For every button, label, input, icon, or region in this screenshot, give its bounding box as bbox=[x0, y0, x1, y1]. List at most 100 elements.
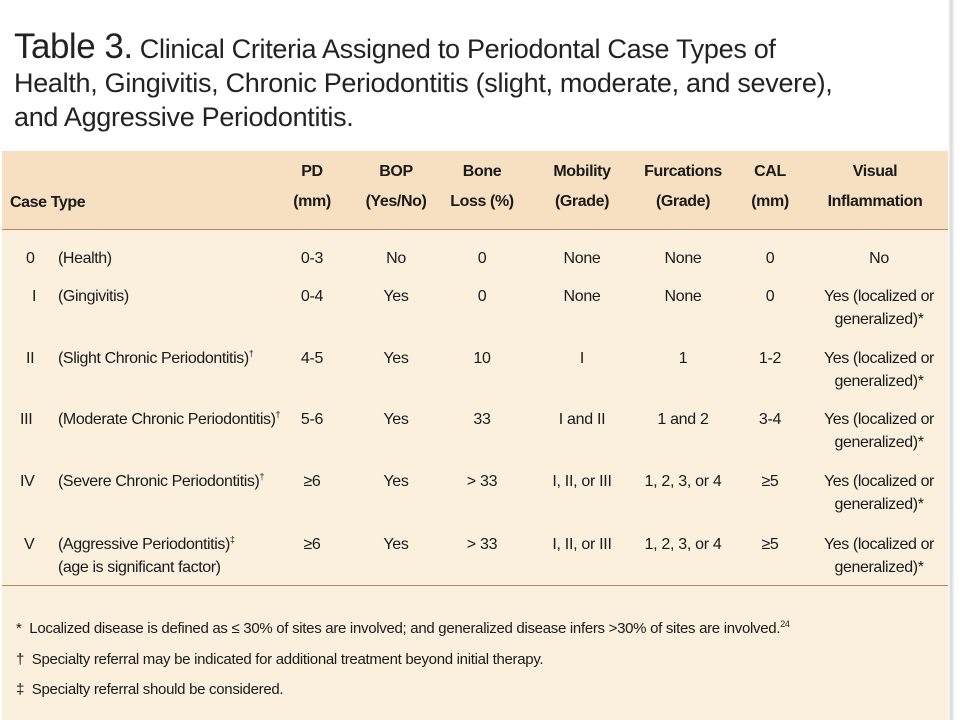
header-bone-label: Bone bbox=[462, 163, 502, 180]
row-visual-line1: No bbox=[869, 250, 889, 267]
footnote-symbol: ‡ bbox=[16, 681, 25, 698]
criteria-table: Case Type PD (mm) BOP (Yes/No) Bone Loss… bbox=[2, 151, 948, 720]
header-furcations: Furcations (Grade) bbox=[634, 157, 732, 217]
header-bop-unit: (Yes/No) bbox=[365, 193, 427, 210]
footnote-2: † Specialty referral may be indicated fo… bbox=[16, 649, 544, 671]
caption-line-1: Table 3. Clinical Criteria Assigned to P… bbox=[14, 27, 914, 66]
row-bone: 10 bbox=[473, 350, 491, 367]
row-bop: Yes bbox=[383, 411, 409, 428]
row-visual-line1: Yes (localized or bbox=[823, 411, 934, 428]
table-header-row: Case Type PD (mm) BOP (Yes/No) Bone Loss… bbox=[2, 151, 948, 229]
header-furcations-label: Furcations bbox=[644, 163, 722, 180]
row-furcations: None bbox=[664, 288, 702, 305]
header-pd-unit: (mm) bbox=[293, 193, 331, 210]
row-case-footnote-mark: † bbox=[275, 409, 281, 420]
row-pd: 0-3 bbox=[300, 250, 324, 267]
row-case-text: (Slight Chronic Periodontitis) bbox=[58, 350, 249, 367]
header-bone-loss: Bone Loss (%) bbox=[442, 157, 522, 217]
row-case-text: (Moderate Chronic Periodontitis) bbox=[58, 411, 276, 428]
footnote-divider bbox=[2, 585, 948, 586]
row-visual-line2: generalized)* bbox=[834, 311, 924, 328]
row-mobility: I bbox=[579, 350, 585, 367]
row-mobility: I, II, or III bbox=[552, 536, 612, 553]
row-case-text: (Aggressive Periodontitis) bbox=[58, 536, 230, 553]
row-num: I bbox=[32, 288, 37, 305]
row-case-subtext: (age is significant factor) bbox=[58, 559, 221, 576]
row-visual-line2: generalized)* bbox=[834, 559, 924, 576]
row-case-name: (Moderate Chronic Periodontitis)† bbox=[58, 408, 281, 431]
row-cal: 3-4 bbox=[758, 411, 782, 428]
row-num: V bbox=[24, 536, 35, 553]
header-case-type: Case Type bbox=[10, 194, 86, 211]
row-visual-line1: Yes (localized or bbox=[823, 288, 934, 305]
header-furcations-unit: (Grade) bbox=[655, 193, 711, 210]
row-visual: Yes (localized or generalized)* bbox=[810, 470, 948, 516]
footnote-text: Localized disease is defined as ≤ 30% of… bbox=[29, 620, 781, 637]
row-cal: 0 bbox=[765, 288, 775, 305]
header-bop-label: BOP bbox=[379, 163, 413, 180]
header-cal-unit: (mm) bbox=[751, 193, 789, 210]
row-case-footnote-mark: † bbox=[248, 348, 254, 359]
row-furcations: 1 and 2 bbox=[657, 411, 709, 428]
row-bop: No bbox=[386, 250, 406, 267]
header-pd: PD (mm) bbox=[284, 157, 340, 217]
caption-label: Table 3. bbox=[14, 27, 133, 66]
caption-line-2: Health, Gingivitis, Chronic Periodontiti… bbox=[14, 68, 833, 98]
row-visual-line2: generalized)* bbox=[834, 496, 924, 513]
header-cal: CAL (mm) bbox=[742, 157, 798, 217]
row-cal: 0 bbox=[765, 250, 775, 267]
header-mobility-unit: (Grade) bbox=[554, 193, 610, 210]
row-mobility: I, II, or III bbox=[552, 473, 612, 490]
row-bone: > 33 bbox=[466, 473, 498, 490]
footnote-text: Specialty referral should be considered. bbox=[31, 681, 284, 698]
row-bop: Yes bbox=[383, 536, 409, 553]
row-pd: 5-6 bbox=[300, 411, 324, 428]
row-bop: Yes bbox=[383, 473, 409, 490]
row-visual: Yes (localized or generalized)* bbox=[810, 533, 948, 579]
footnote-text: Specialty referral may be indicated for … bbox=[31, 651, 544, 668]
row-visual-line2: generalized)* bbox=[834, 434, 924, 451]
row-visual-line1: Yes (localized or bbox=[823, 473, 934, 490]
row-case-footnote-mark: ‡ bbox=[229, 534, 235, 545]
row-case-name: (Slight Chronic Periodontitis)† bbox=[58, 347, 254, 370]
row-case-footnote-mark: † bbox=[259, 471, 265, 482]
row-num: IV bbox=[20, 473, 35, 490]
row-pd: 4-5 bbox=[300, 350, 324, 367]
row-case-name: (Gingivitis) bbox=[58, 288, 129, 305]
caption-text-1: Clinical Criteria Assigned to Periodonta… bbox=[139, 34, 776, 64]
header-mobility-label: Mobility bbox=[553, 163, 611, 180]
footnote-ref: 24 bbox=[780, 619, 790, 629]
row-pd: ≥6 bbox=[303, 536, 321, 553]
row-cal: ≥5 bbox=[761, 536, 779, 553]
row-pd: ≥6 bbox=[303, 473, 321, 490]
row-mobility: None bbox=[563, 288, 601, 305]
header-visual: Visual Inflammation bbox=[810, 157, 940, 217]
header-pd-label: PD bbox=[301, 163, 323, 180]
row-case-name: (Health) bbox=[58, 250, 112, 267]
row-furcations: 1, 2, 3, or 4 bbox=[644, 536, 722, 553]
row-mobility: None bbox=[563, 250, 601, 267]
table-caption: Table 3. Clinical Criteria Assigned to P… bbox=[14, 27, 914, 134]
slide-edge bbox=[948, 0, 960, 720]
footnote-symbol: † bbox=[16, 651, 25, 668]
row-visual: Yes (localized or generalized)* bbox=[810, 285, 948, 331]
row-furcations: 1 bbox=[678, 350, 688, 367]
header-visual-unit: Inflammation bbox=[827, 193, 923, 210]
header-mobility: Mobility (Grade) bbox=[538, 157, 626, 217]
header-bone-unit: Loss (%) bbox=[450, 193, 514, 210]
row-mobility: I and II bbox=[558, 411, 606, 428]
footnote-3: ‡ Specialty referral should be considere… bbox=[16, 679, 284, 701]
row-bone: 33 bbox=[473, 411, 491, 428]
row-bone: 0 bbox=[477, 288, 487, 305]
row-visual: Yes (localized or generalized)* bbox=[810, 408, 948, 454]
row-bop: Yes bbox=[383, 288, 409, 305]
row-visual-line1: Yes (localized or bbox=[823, 350, 934, 367]
row-visual: Yes (localized or generalized)* bbox=[810, 347, 948, 393]
header-divider bbox=[2, 229, 948, 230]
row-pd: 0-4 bbox=[300, 288, 324, 305]
row-furcations: 1, 2, 3, or 4 bbox=[644, 473, 722, 490]
header-bop: BOP (Yes/No) bbox=[356, 157, 436, 217]
row-cal: ≥5 bbox=[761, 473, 779, 490]
row-case-text: (Severe Chronic Periodontitis) bbox=[58, 473, 260, 490]
footnote-1: * Localized disease is defined as ≤ 30% … bbox=[16, 618, 790, 640]
